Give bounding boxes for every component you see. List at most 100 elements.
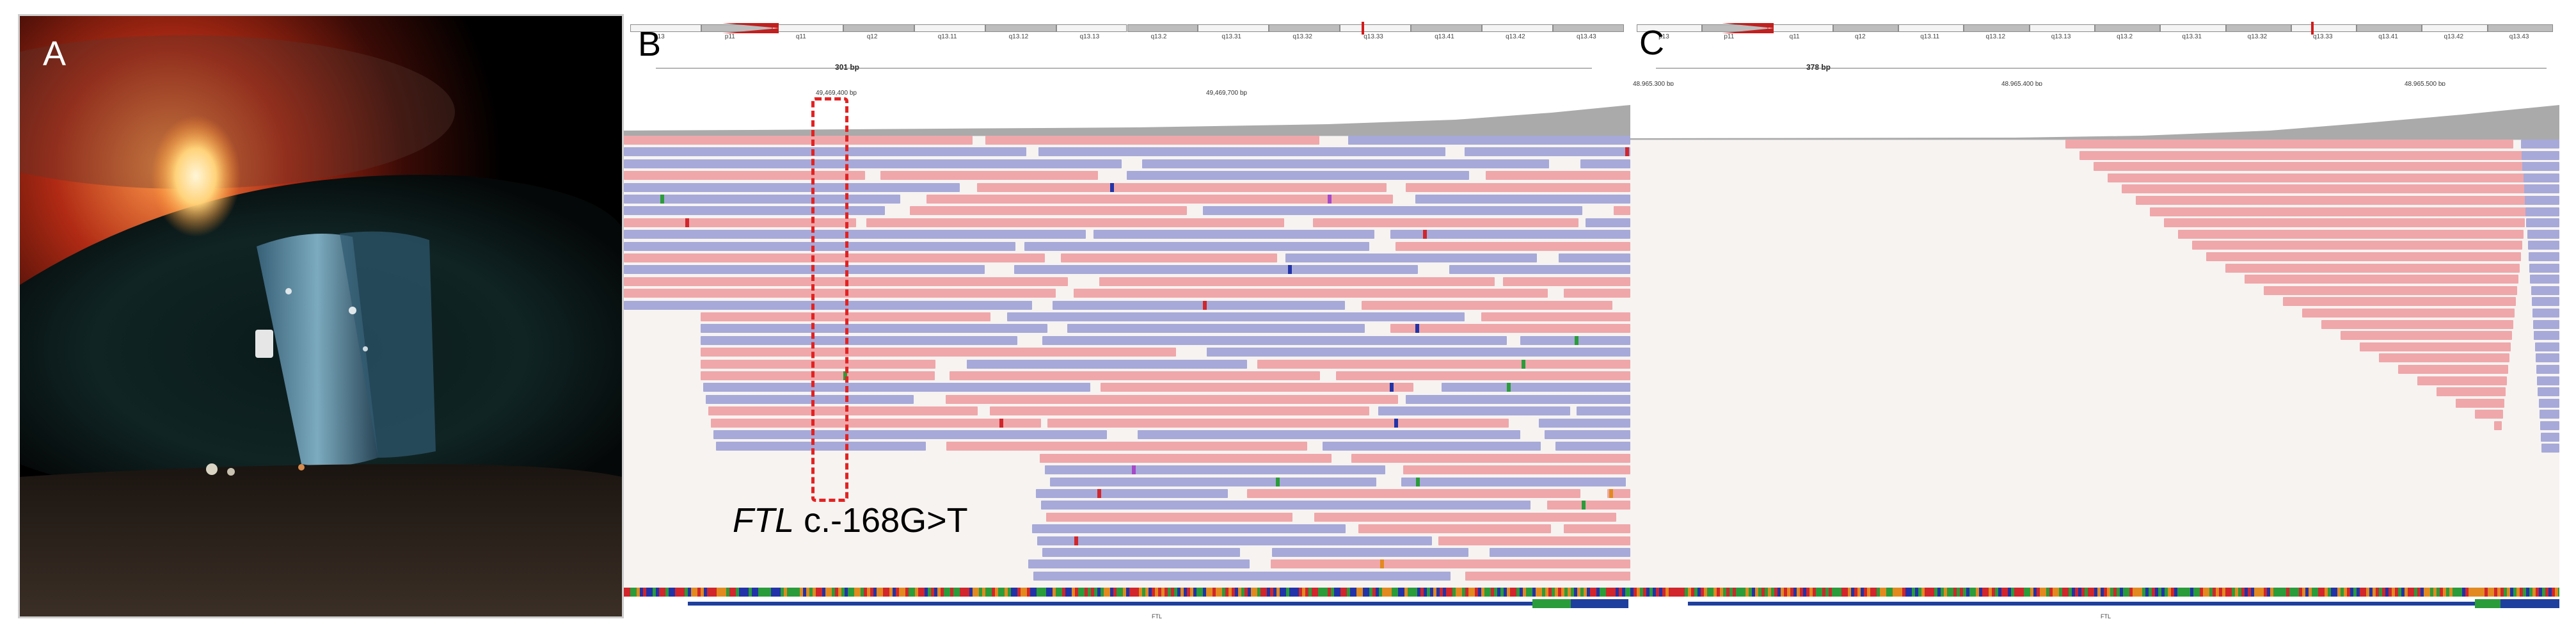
- reference-base: [1729, 588, 1733, 597]
- aligned-read: [2264, 285, 2517, 295]
- reference-base: [1161, 588, 1165, 597]
- reference-base: [2261, 588, 2264, 597]
- reference-base: [1992, 588, 1995, 597]
- aligned-read: [1138, 430, 1520, 439]
- aligned-read: [701, 348, 1177, 357]
- ideogram-band: [843, 24, 914, 32]
- reference-base: [2465, 588, 2469, 597]
- reference-base: [2049, 588, 2053, 597]
- reference-base: [2405, 588, 2408, 597]
- reference-base: [2257, 588, 2261, 597]
- reference-base: [2277, 588, 2280, 597]
- reference-base: [2286, 588, 2289, 597]
- reference-base: [1024, 588, 1027, 597]
- reference-base: [2366, 588, 2369, 597]
- reference-base: [2520, 588, 2523, 597]
- aligned-read: [2360, 342, 2511, 351]
- reference-base: [1650, 588, 1653, 597]
- mismatch-base: [1581, 501, 1586, 510]
- aligned-read: [708, 406, 978, 416]
- reference-base: [1777, 588, 1781, 597]
- reference-base: [2289, 588, 2293, 597]
- reference-base: [1459, 588, 1462, 597]
- reference-base: [803, 588, 806, 597]
- reference-base: [793, 588, 797, 597]
- reference-base: [2203, 588, 2206, 597]
- aligned-read: [1050, 477, 1376, 486]
- reference-base: [669, 588, 672, 597]
- reference-base: [1653, 588, 1656, 597]
- gene-track: FTL: [1630, 597, 2559, 618]
- reference-base: [1005, 588, 1008, 597]
- reference-base: [2491, 588, 2494, 597]
- aligned-read: [1272, 548, 1469, 557]
- variant-highlight-box: [811, 97, 848, 502]
- reference-base: [1257, 588, 1260, 597]
- reference-base: [1630, 588, 1634, 597]
- reference-base: [2440, 588, 2443, 597]
- reference-base: [992, 588, 995, 597]
- reference-base: [1841, 588, 1845, 597]
- aligned-read: [945, 394, 1398, 404]
- reference-base: [758, 588, 761, 597]
- reference-base: [1717, 588, 1720, 597]
- reference-base: [966, 588, 969, 597]
- reference-base: [1800, 588, 1803, 597]
- reference-base: [761, 588, 765, 597]
- aligned-read: [624, 300, 1033, 310]
- aligned-read: [2538, 398, 2559, 408]
- coordinate-label: 48,965,300 bp: [1633, 81, 1674, 88]
- reference-base: [1401, 588, 1404, 597]
- reference-base: [2101, 588, 2104, 597]
- reference-base: [877, 588, 880, 597]
- reference-base: [816, 588, 819, 597]
- reference-base: [1117, 588, 1120, 597]
- ideogram-band-label: q13.43: [1577, 33, 1596, 40]
- reference-base: [1825, 588, 1829, 597]
- reference-base: [2129, 588, 2133, 597]
- reference-sequence-track: [1630, 588, 2559, 597]
- reference-base: [2161, 588, 2165, 597]
- ideogram-band-label: q12: [1854, 33, 1866, 40]
- reference-base: [1468, 588, 1472, 597]
- reference-base: [2331, 588, 2334, 597]
- reference-base: [675, 588, 678, 597]
- reference-base: [2030, 588, 2033, 597]
- reference-base: [1145, 588, 1149, 597]
- reference-base: [1969, 588, 1973, 597]
- reference-base: [2037, 588, 2040, 597]
- reference-base: [1062, 588, 1065, 597]
- panel-label-a: A: [43, 35, 67, 73]
- reference-base: [2497, 588, 2500, 597]
- aligned-read: [2302, 309, 2515, 318]
- reference-base: [1286, 588, 1289, 597]
- ideogram-band-label: q11: [795, 33, 806, 40]
- reference-base: [1027, 588, 1030, 597]
- reference-base: [1793, 588, 1797, 597]
- ideogram-band-label: q13.42: [2444, 33, 2464, 40]
- reference-base: [1915, 588, 1918, 597]
- reference-base: [982, 588, 985, 597]
- coordinate-label: 48,965,500 bp: [2405, 81, 2445, 88]
- reference-base: [681, 588, 685, 597]
- aligned-read: [1486, 171, 1630, 181]
- reference-base: [1053, 588, 1056, 597]
- reference-base: [1931, 588, 1934, 597]
- reference-base: [995, 588, 998, 597]
- aligned-read: [2245, 275, 2518, 284]
- aligned-read: [1405, 394, 1630, 404]
- aligned-read: [2283, 297, 2516, 307]
- aligned-read: [2529, 252, 2559, 261]
- aligned-read: [1045, 465, 1386, 475]
- reference-base: [2001, 588, 2005, 597]
- reference-base: [1682, 588, 1685, 597]
- aligned-read: [880, 171, 1098, 181]
- reference-base: [710, 588, 713, 597]
- reference-base: [1094, 588, 1097, 597]
- reference-base: [1296, 588, 1299, 597]
- reference-base: [896, 588, 899, 597]
- aligned-read: [989, 406, 1370, 416]
- reference-base: [2273, 588, 2277, 597]
- aligned-read: [716, 442, 926, 451]
- reference-base: [1590, 588, 1593, 597]
